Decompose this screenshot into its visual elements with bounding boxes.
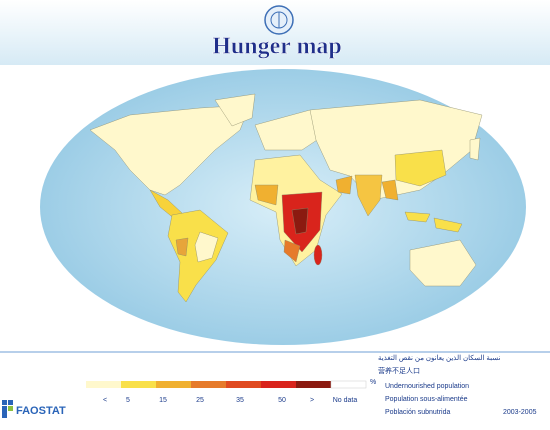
legend-chinese: 营养不足人口 [378,366,420,375]
fao-logo [264,5,294,35]
legend-tick: < [103,397,107,404]
legend-tick: 25 [196,397,204,404]
legend-spanish: Población subnutrida [385,409,450,416]
legend-arabic: نسبة السكان الذين يعانون من نقص التغذية [378,354,501,362]
legend-tick: 5 [126,397,130,404]
legend-tick: No data [333,397,358,404]
legend-french: Population sous-alimentée [385,396,468,403]
title: Hunger map [212,34,342,60]
legend-tick: > [310,397,314,404]
legend-tick: 15 [159,397,167,404]
world-map [40,69,526,345]
legend-tick: 35 [236,397,244,404]
brand: FAOSTAT [16,405,66,417]
legend-bar [86,380,367,389]
legend-unit: % [370,379,376,386]
faostat-logo [2,400,13,418]
period: 2003-2005 [503,409,537,416]
legend-english: Undernourished population [385,383,469,390]
legend-tick: 50 [278,397,286,404]
